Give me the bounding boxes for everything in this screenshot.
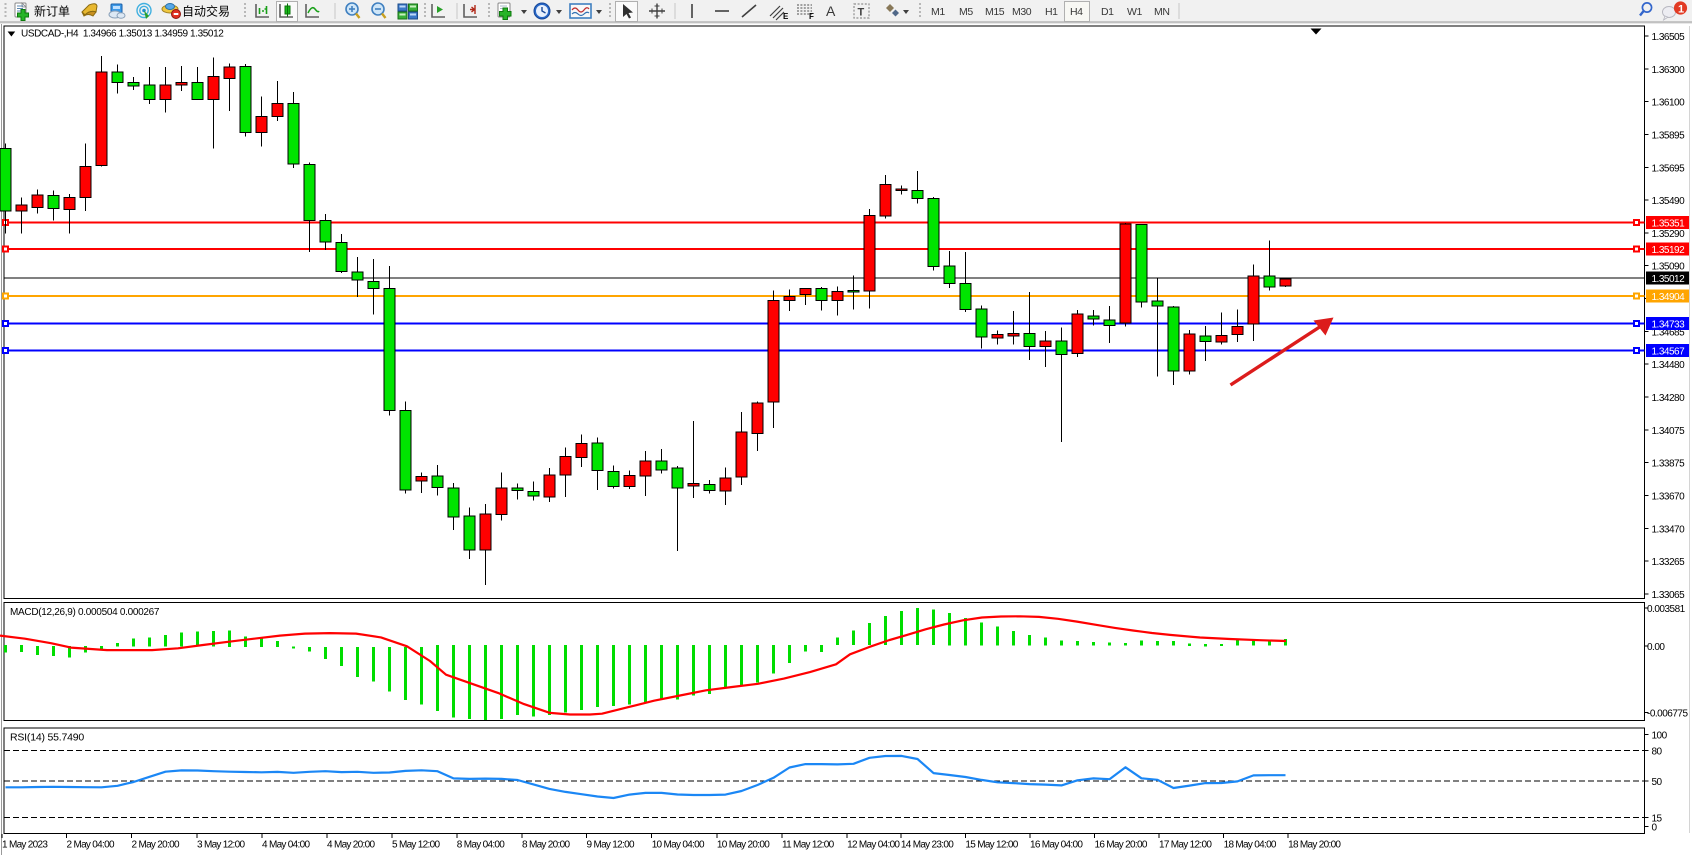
svg-text:T: T (858, 7, 865, 19)
svg-text:1.36505: 1.36505 (1652, 32, 1686, 43)
svg-text:H4: H4 (1070, 6, 1083, 18)
svg-text:2 May 20:00: 2 May 20:00 (132, 840, 180, 851)
svg-text:1.36100: 1.36100 (1652, 98, 1686, 109)
svg-text:1.35351: 1.35351 (1652, 219, 1686, 230)
svg-text:80: 80 (1652, 746, 1663, 757)
svg-text:9 May 12:00: 9 May 12:00 (587, 840, 635, 851)
svg-text:18 May 04:00: 18 May 04:00 (1224, 840, 1277, 851)
svg-text:MN: MN (1154, 6, 1170, 18)
svg-text:17 May 12:00: 17 May 12:00 (1159, 840, 1212, 851)
svg-text:1.33670: 1.33670 (1652, 492, 1686, 503)
svg-text:W1: W1 (1127, 6, 1143, 18)
svg-text:RSI(14) 55.7490: RSI(14) 55.7490 (10, 732, 84, 744)
svg-text:D1: D1 (1101, 6, 1114, 18)
svg-text:5 May 12:00: 5 May 12:00 (392, 840, 440, 851)
svg-text:15: 15 (1652, 813, 1663, 824)
svg-text:M1: M1 (931, 6, 945, 18)
svg-text:3 May 12:00: 3 May 12:00 (197, 840, 245, 851)
svg-text:8 May 04:00: 8 May 04:00 (457, 840, 505, 851)
svg-text:11 May 12:00: 11 May 12:00 (782, 840, 835, 851)
svg-text:1.34685: 1.34685 (1652, 327, 1686, 338)
svg-text:1.33065: 1.33065 (1652, 590, 1686, 601)
svg-text:H1: H1 (1045, 6, 1058, 18)
svg-text:M30: M30 (1012, 6, 1032, 18)
svg-text:18 May 20:00: 18 May 20:00 (1288, 840, 1341, 851)
svg-text:1.34075: 1.34075 (1652, 426, 1686, 437)
svg-text:10 May 04:00: 10 May 04:00 (652, 840, 705, 851)
svg-text:F: F (809, 12, 814, 21)
svg-text:USDCAD-,H4 1.34966 1.35013 1.: USDCAD-,H4 1.34966 1.35013 1.34959 1.350… (21, 29, 224, 40)
svg-text:1.35695: 1.35695 (1652, 163, 1686, 174)
svg-text:100: 100 (1652, 731, 1668, 742)
svg-text:0: 0 (1652, 823, 1658, 834)
svg-text:-0.006775: -0.006775 (1647, 709, 1688, 720)
svg-text:1.35895: 1.35895 (1652, 131, 1686, 142)
svg-text:1 May 2023: 1 May 2023 (2, 840, 48, 851)
svg-text:1.33875: 1.33875 (1652, 459, 1686, 470)
svg-text:1.33470: 1.33470 (1652, 524, 1686, 535)
svg-text:16 May 20:00: 16 May 20:00 (1095, 840, 1148, 851)
svg-text:1.33265: 1.33265 (1652, 557, 1686, 568)
svg-text:1.35090: 1.35090 (1652, 262, 1686, 273)
svg-text:0.00: 0.00 (1647, 642, 1665, 653)
svg-text:50: 50 (1652, 777, 1663, 788)
svg-text:15 May 12:00: 15 May 12:00 (965, 840, 1018, 851)
svg-text:M5: M5 (959, 6, 973, 18)
svg-text:1.35012: 1.35012 (1652, 274, 1686, 285)
svg-text:12 May 04:00: 12 May 04:00 (847, 840, 900, 851)
svg-text:自动交易: 自动交易 (182, 4, 230, 19)
svg-text:1.34567: 1.34567 (1652, 347, 1686, 358)
svg-text:A: A (826, 3, 836, 19)
svg-text:10 May 20:00: 10 May 20:00 (717, 840, 770, 851)
svg-text:4 May 04:00: 4 May 04:00 (262, 840, 310, 851)
svg-text:1.36300: 1.36300 (1652, 65, 1686, 76)
svg-text:1: 1 (1678, 4, 1684, 16)
svg-text:MACD(12,26,9) 0.000504 0.00026: MACD(12,26,9) 0.000504 0.000267 (10, 607, 160, 618)
svg-text:1.34733: 1.34733 (1652, 319, 1686, 330)
svg-text:1.34280: 1.34280 (1652, 393, 1686, 404)
svg-text:1.35192: 1.35192 (1652, 245, 1686, 256)
svg-text:1.34480: 1.34480 (1652, 360, 1686, 371)
svg-text:16 May 04:00: 16 May 04:00 (1030, 840, 1083, 851)
svg-text:1.34904: 1.34904 (1652, 292, 1686, 303)
svg-text:0.003581: 0.003581 (1647, 604, 1686, 615)
svg-text:1.35490: 1.35490 (1652, 196, 1686, 207)
svg-text:8 May 20:00: 8 May 20:00 (522, 840, 570, 851)
svg-text:E: E (783, 12, 789, 21)
svg-text:M15: M15 (985, 6, 1005, 18)
svg-text:2 May 04:00: 2 May 04:00 (67, 840, 115, 851)
svg-text:4 May 20:00: 4 May 20:00 (327, 840, 375, 851)
svg-text:新订单: 新订单 (34, 4, 70, 19)
svg-text:14 May 23:00: 14 May 23:00 (901, 840, 954, 851)
svg-text:1.35290: 1.35290 (1652, 229, 1686, 240)
